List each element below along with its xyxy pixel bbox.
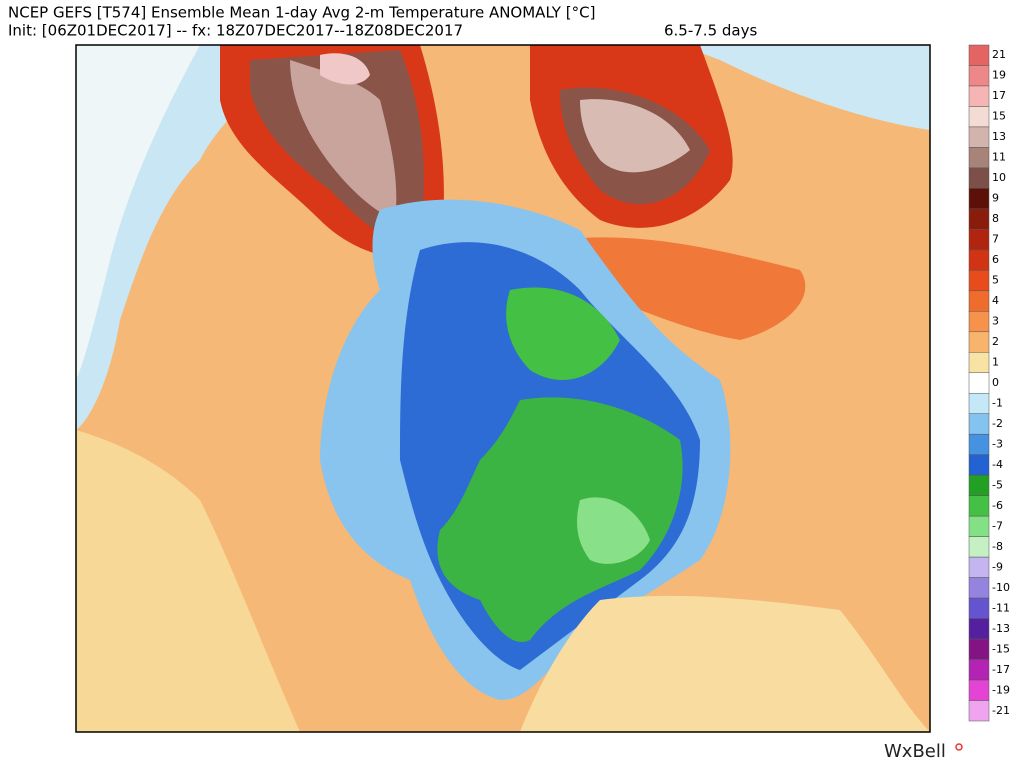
colorbar: 211917151311109876543210-1-2-3-4-5-6-7-8…	[968, 44, 1010, 722]
colorbar-swatch	[968, 638, 990, 660]
colorbar-label: 19	[992, 69, 1006, 82]
title: NCEP GEFS [T574] Ensemble Mean 1-day Avg…	[8, 4, 595, 22]
colorbar-label: -8	[992, 540, 1003, 553]
colorbar-swatch	[968, 331, 990, 353]
colorbar-swatch	[968, 167, 990, 189]
colorbar-label: 15	[992, 110, 1006, 123]
colorbar-swatch	[968, 229, 990, 251]
colorbar-swatch	[968, 556, 990, 578]
colorbar-label: 10	[992, 171, 1006, 184]
colorbar-swatch	[968, 454, 990, 476]
colorbar-label: -6	[992, 499, 1003, 512]
init-line: Init: [06Z01DEC2017] -- fx: 18Z07DEC2017…	[8, 22, 463, 40]
colorbar-swatch	[968, 311, 990, 333]
colorbar-swatch	[968, 208, 990, 230]
colorbar-label: 5	[992, 274, 999, 287]
colorbar-label: -3	[992, 437, 1003, 450]
colorbar-swatch	[968, 495, 990, 517]
colorbar-label: 11	[992, 151, 1006, 164]
colorbar-swatch	[968, 249, 990, 271]
colorbar-swatch	[968, 188, 990, 210]
colorbar-label: -7	[992, 519, 1003, 532]
colorbar-label: 9	[992, 192, 999, 205]
logo: WxBell	[884, 741, 946, 762]
colorbar-swatch	[968, 85, 990, 107]
map	[75, 44, 931, 733]
colorbar-swatch	[968, 413, 990, 435]
colorbar-swatch	[968, 515, 990, 537]
colorbar-label: 0	[992, 376, 999, 389]
colorbar-label: 4	[992, 294, 999, 307]
colorbar-swatch	[968, 372, 990, 394]
colorbar-swatch	[968, 679, 990, 701]
colorbar-label: 21	[992, 48, 1006, 61]
colorbar-swatch	[968, 536, 990, 558]
colorbar-label: 3	[992, 315, 999, 328]
colorbar-label: -11	[992, 601, 1010, 614]
colorbar-label: 17	[992, 89, 1006, 102]
colorbar-swatch	[968, 597, 990, 619]
colorbar-label: 8	[992, 212, 999, 225]
colorbar-label: -9	[992, 560, 1003, 573]
colorbar-label: -10	[992, 581, 1010, 594]
colorbar-label: 6	[992, 253, 999, 266]
colorbar-swatch	[968, 44, 990, 66]
colorbar-label: -15	[992, 642, 1010, 655]
colorbar-swatch	[968, 433, 990, 455]
colorbar-swatch	[968, 577, 990, 599]
colorbar-label: -17	[992, 663, 1010, 676]
colorbar-label: 13	[992, 130, 1006, 143]
colorbar-swatch	[968, 392, 990, 414]
colorbar-swatch	[968, 618, 990, 640]
colorbar-swatch	[968, 352, 990, 374]
colorbar-label: 7	[992, 233, 999, 246]
colorbar-swatch	[968, 659, 990, 681]
colorbar-label: -21	[992, 704, 1010, 717]
colorbar-swatch	[968, 126, 990, 148]
range: 6.5-7.5 days	[664, 22, 757, 40]
colorbar-label: 1	[992, 356, 999, 369]
colorbar-label: -19	[992, 683, 1010, 696]
colorbar-swatch	[968, 106, 990, 128]
colorbar-label: -5	[992, 478, 1003, 491]
colorbar-swatch	[968, 290, 990, 312]
colorbar-label: -2	[992, 417, 1003, 430]
colorbar-swatch	[968, 700, 990, 722]
logo-dot	[955, 743, 963, 751]
colorbar-label: -13	[992, 622, 1010, 635]
colorbar-swatch	[968, 270, 990, 292]
colorbar-swatch	[968, 65, 990, 87]
colorbar-label: -1	[992, 396, 1003, 409]
colorbar-swatch	[968, 147, 990, 169]
colorbar-label: 2	[992, 335, 999, 348]
colorbar-label: -4	[992, 458, 1003, 471]
colorbar-swatch	[968, 474, 990, 496]
